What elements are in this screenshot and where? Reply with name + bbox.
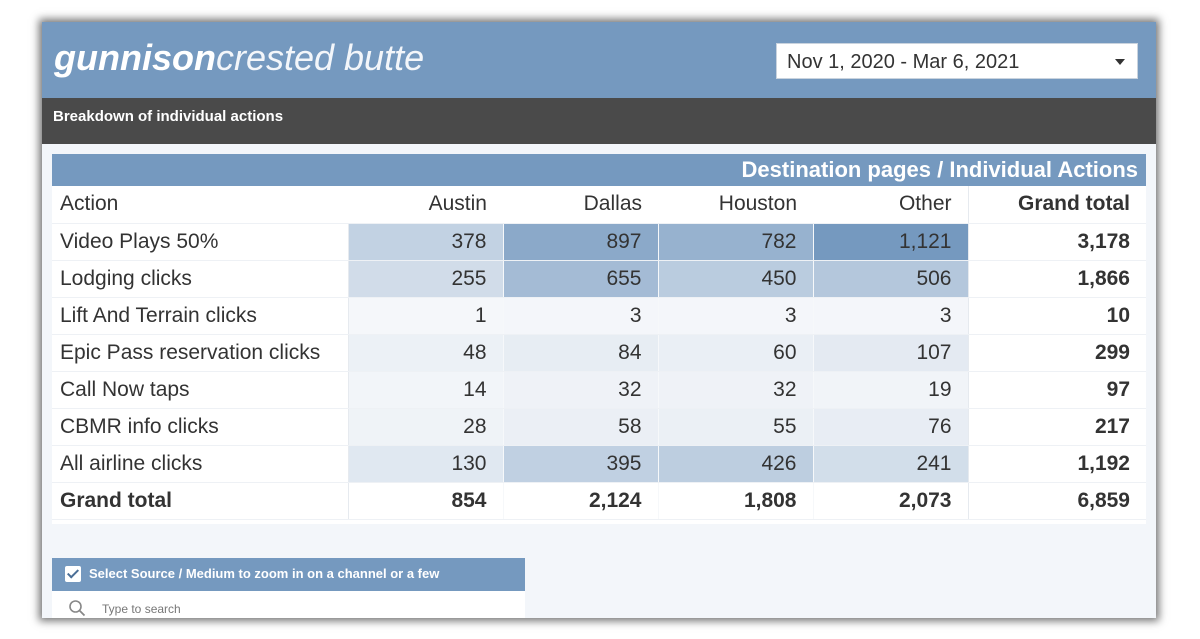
section-title: Breakdown of individual actions xyxy=(53,108,284,125)
logo-bold-text: gunnison xyxy=(54,37,216,78)
section-bar: Breakdown of individual actions xyxy=(42,98,1156,144)
value-cell: 3 xyxy=(657,297,813,335)
row-total-cell: 1,192 xyxy=(967,445,1146,483)
filter-search-row xyxy=(52,591,525,618)
value-cell: 426 xyxy=(657,445,813,483)
row-label: CBMR info clicks xyxy=(52,408,349,446)
table-body: Video Plays 50% 378 897 782 1,121 3,178 Lodgin… xyxy=(52,223,1146,520)
search-icon xyxy=(69,600,86,617)
select-all-checkbox[interactable] xyxy=(65,566,81,582)
value-cell: 32 xyxy=(502,371,658,409)
value-cell: 28 xyxy=(347,408,503,446)
filter-search-input[interactable] xyxy=(102,601,482,617)
pivot-table: Action Austin Dallas Houston Other Grand… xyxy=(52,186,1146,520)
row-label: Lift And Terrain clicks xyxy=(52,297,349,335)
column-total-cell: 2,124 xyxy=(502,481,658,520)
row-total-cell: 1,866 xyxy=(967,260,1146,298)
value-cell: 255 xyxy=(347,260,503,298)
row-total-cell: 10 xyxy=(967,297,1146,335)
date-range-value: Nov 1, 2020 - Mar 6, 2021 xyxy=(787,51,1020,73)
value-cell: 32 xyxy=(657,371,813,409)
table-row: Lift And Terrain clicks 1 3 3 3 10 xyxy=(52,297,1146,335)
value-cell: 1 xyxy=(347,297,503,335)
table-header-row: Action Austin Dallas Houston Other Grand… xyxy=(52,186,1146,224)
column-header-houston[interactable]: Houston xyxy=(658,186,813,224)
brand-logo: gunnisoncrested butte xyxy=(54,36,424,80)
logo-light-text: crested butte xyxy=(215,37,425,78)
row-label: All airline clicks xyxy=(52,445,349,483)
table-title-bar: Destination pages / Individual Actions xyxy=(52,154,1146,186)
value-cell: 107 xyxy=(812,334,968,372)
report-frame: gunnisoncrested butte Nov 1, 2020 - Mar … xyxy=(42,22,1156,618)
pivot-table-panel: Destination pages / Individual Actions A… xyxy=(52,154,1146,524)
row-label: Lodging clicks xyxy=(52,260,349,298)
row-total-cell: 3,178 xyxy=(967,223,1146,261)
table-row: All airline clicks 130 395 426 241 1,192 xyxy=(52,445,1146,483)
column-total-cell: 1,808 xyxy=(657,481,813,520)
column-total-cell: 2,073 xyxy=(812,481,968,520)
value-cell: 3 xyxy=(502,297,658,335)
source-medium-filter: Select Source / Medium to zoom in on a c… xyxy=(52,558,525,618)
value-cell: 241 xyxy=(812,445,968,483)
value-cell: 3 xyxy=(812,297,968,335)
row-total-cell: 299 xyxy=(967,334,1146,372)
value-cell: 55 xyxy=(657,408,813,446)
value-cell: 395 xyxy=(502,445,658,483)
row-total-cell: 217 xyxy=(967,408,1146,446)
value-cell: 58 xyxy=(502,408,658,446)
value-cell: 450 xyxy=(657,260,813,298)
chevron-down-icon xyxy=(1115,59,1125,65)
table-row: Epic Pass reservation clicks 48 84 60 107 299 xyxy=(52,334,1146,372)
overall-total-cell: 6,859 xyxy=(967,481,1146,520)
column-header-austin[interactable]: Austin xyxy=(348,186,503,224)
table-row: Call Now taps 14 32 32 19 97 xyxy=(52,371,1146,409)
value-cell: 14 xyxy=(347,371,503,409)
value-cell: 48 xyxy=(347,334,503,372)
value-cell: 506 xyxy=(812,260,968,298)
value-cell: 84 xyxy=(502,334,658,372)
value-cell: 130 xyxy=(347,445,503,483)
value-cell: 378 xyxy=(347,223,503,261)
filter-header[interactable]: Select Source / Medium to zoom in on a c… xyxy=(52,558,525,591)
value-cell: 655 xyxy=(502,260,658,298)
value-cell: 60 xyxy=(657,334,813,372)
row-label: Video Plays 50% xyxy=(52,223,349,261)
report-header: gunnisoncrested butte Nov 1, 2020 - Mar … xyxy=(42,22,1156,98)
value-cell: 897 xyxy=(502,223,658,261)
value-cell: 1,121 xyxy=(812,223,968,261)
column-header-action[interactable]: Action xyxy=(52,186,348,224)
row-label: Call Now taps xyxy=(52,371,349,409)
table-row: CBMR info clicks 28 58 55 76 217 xyxy=(52,408,1146,446)
value-cell: 782 xyxy=(657,223,813,261)
report-body: Destination pages / Individual Actions A… xyxy=(42,144,1156,618)
grand-total-label: Grand total xyxy=(52,481,349,520)
value-cell: 76 xyxy=(812,408,968,446)
row-label: Epic Pass reservation clicks xyxy=(52,334,349,372)
column-header-dallas[interactable]: Dallas xyxy=(503,186,658,224)
column-total-cell: 854 xyxy=(347,481,503,520)
table-row: Video Plays 50% 378 897 782 1,121 3,178 xyxy=(52,223,1146,261)
row-total-cell: 97 xyxy=(967,371,1146,409)
column-header-other[interactable]: Other xyxy=(813,186,968,224)
column-header-grand-total[interactable]: Grand total xyxy=(967,186,1146,224)
filter-title: Select Source / Medium to zoom in on a c… xyxy=(89,566,440,581)
table-row: Lodging clicks 255 655 450 506 1,866 xyxy=(52,260,1146,298)
value-cell: 19 xyxy=(812,371,968,409)
table-title: Destination pages / Individual Actions xyxy=(741,157,1138,182)
grand-total-row: Grand total 854 2,124 1,808 2,073 6,859 xyxy=(52,481,1146,520)
date-range-picker[interactable]: Nov 1, 2020 - Mar 6, 2021 xyxy=(776,43,1138,79)
